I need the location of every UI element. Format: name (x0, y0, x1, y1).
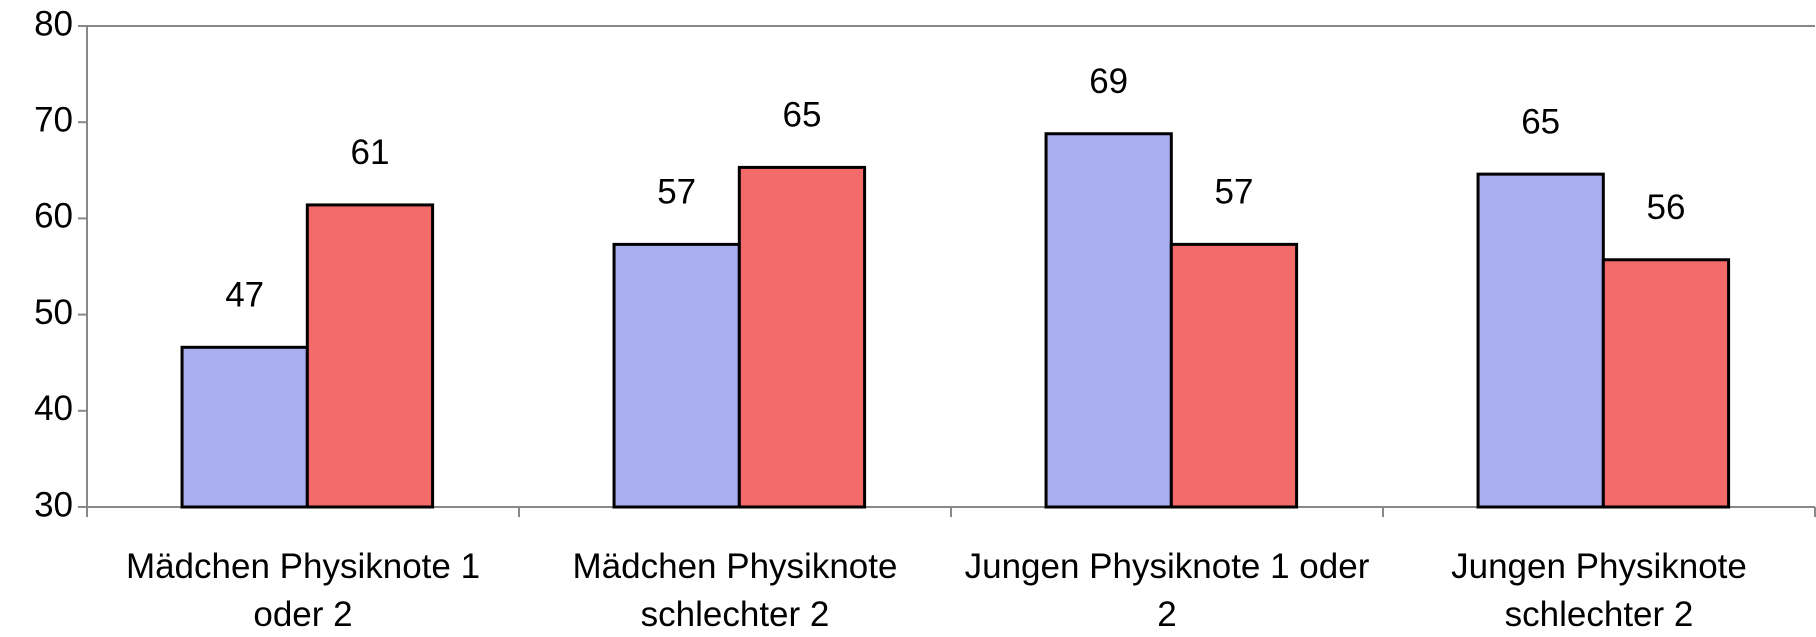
bar (1169, 242, 1299, 509)
data-label: 56 (1646, 188, 1685, 227)
y-tick-label: 30 (34, 485, 73, 524)
bar (1044, 132, 1173, 509)
data-label: 57 (1214, 173, 1253, 212)
y-tick-label: 60 (34, 197, 73, 236)
data-label: 69 (1089, 62, 1128, 101)
bar (180, 345, 309, 509)
y-tick-label: 40 (34, 389, 73, 428)
x-tick-label: Mädchen Physiknote 1 oder 2 (125, 547, 481, 634)
y-tick-label: 50 (34, 293, 73, 332)
bar (612, 242, 741, 509)
y-tick-label: 80 (34, 4, 73, 43)
data-label: 47 (225, 276, 264, 315)
bar (305, 203, 435, 509)
data-label: 65 (1521, 102, 1560, 141)
data-label: 65 (782, 96, 821, 135)
bar (1476, 172, 1605, 509)
x-tick-label: Mädchen Physiknote schlechter 2 (572, 547, 898, 634)
data-label: 57 (657, 173, 696, 212)
bar (737, 165, 867, 509)
y-tick-label: 70 (34, 100, 73, 139)
bar (1601, 258, 1731, 509)
x-tick-label: Jungen Physiknote 1 oder 2 (964, 547, 1370, 634)
data-label: 61 (350, 133, 389, 172)
x-tick-label: Jungen Physiknote schlechter 2 (1451, 547, 1747, 634)
